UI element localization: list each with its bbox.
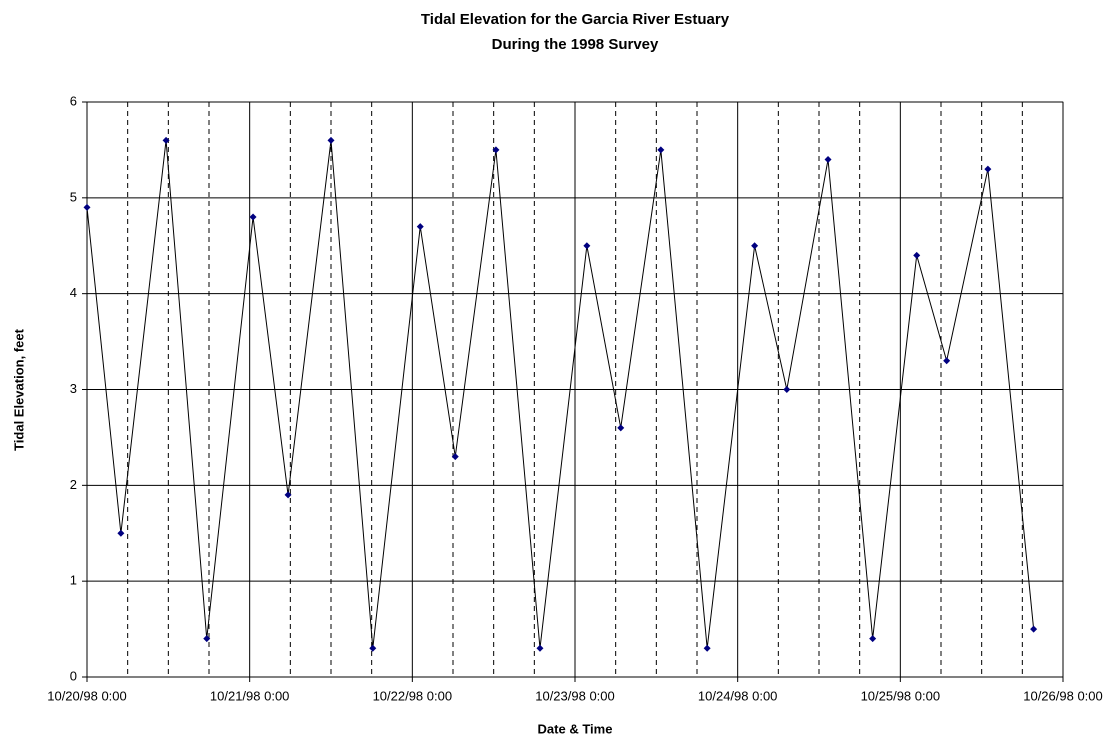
data-point: [162, 136, 170, 144]
data-point: [536, 644, 544, 652]
data-point: [617, 424, 625, 432]
data-point: [249, 213, 257, 221]
x-tick-label: 10/25/98 0:00: [861, 688, 941, 703]
y-tick-label: 1: [70, 573, 77, 588]
data-point: [751, 242, 759, 250]
data-point: [117, 529, 125, 537]
y-tick-label: 2: [70, 477, 77, 492]
x-tick-label: 10/22/98 0:00: [373, 688, 453, 703]
y-axis-label: Tidal Elevation, feet: [11, 328, 26, 451]
data-point: [451, 453, 459, 461]
chart-title: Tidal Elevation for the Garcia River Est…: [421, 11, 730, 28]
data-point: [984, 165, 992, 173]
data-point: [284, 491, 292, 499]
data-point: [416, 223, 424, 231]
data-point: [1030, 625, 1038, 633]
data-point: [583, 242, 591, 250]
y-tick-label: 4: [70, 285, 77, 300]
data-point: [783, 386, 791, 393]
data-point: [824, 156, 832, 163]
data-point: [943, 357, 951, 365]
data-point: [369, 644, 377, 652]
y-tick-label: 6: [70, 93, 77, 108]
x-tick-label: 10/23/98 0:00: [535, 688, 615, 703]
data-point: [203, 635, 211, 643]
y-tick-label: 5: [70, 189, 77, 204]
data-point: [913, 251, 921, 259]
x-tick-label: 10/21/98 0:00: [210, 688, 290, 703]
x-axis-label: Date & Time: [538, 721, 613, 736]
y-tick-label: 3: [70, 381, 77, 396]
data-point: [83, 203, 91, 211]
data-point: [869, 635, 877, 643]
data-point: [703, 644, 711, 652]
data-point: [657, 146, 665, 154]
x-tick-label: 10/26/98 0:00: [1023, 688, 1103, 703]
data-point: [492, 146, 500, 154]
x-tick-label: 10/24/98 0:00: [698, 688, 778, 703]
chart-subtitle: During the 1998 Survey: [492, 36, 659, 53]
x-tick-label: 10/20/98 0:00: [47, 688, 127, 703]
data-point: [327, 136, 335, 144]
y-tick-label: 0: [70, 668, 77, 683]
series-line: [86, 140, 1035, 649]
